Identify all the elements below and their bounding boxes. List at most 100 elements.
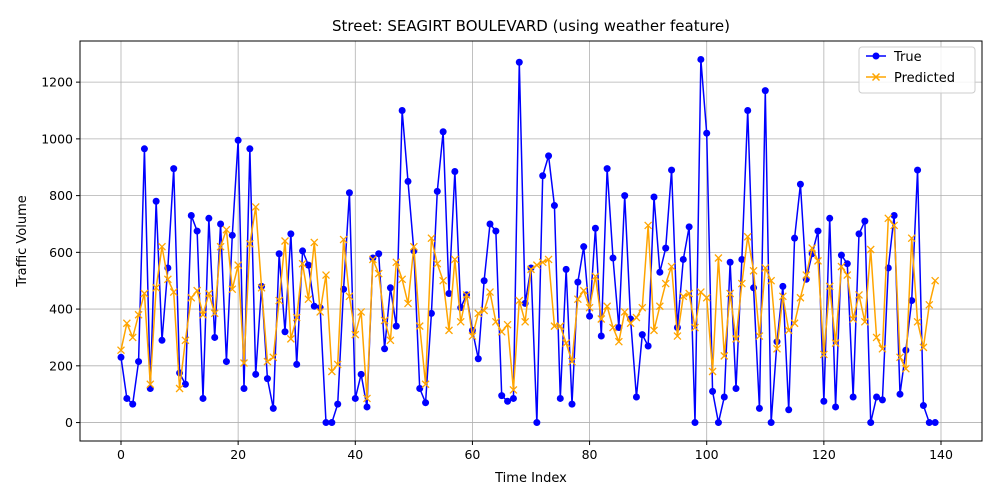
data-point-predicted: [860, 317, 869, 326]
data-point-true: [562, 265, 570, 273]
data-point-predicted: [884, 214, 893, 223]
data-point-predicted: [837, 262, 846, 271]
data-point-predicted: [919, 343, 928, 352]
data-point-true: [504, 397, 512, 405]
x-tick-label: 100: [695, 447, 719, 462]
data-point-true: [304, 261, 312, 269]
y-axis: 0 200 400 600 800 1000 1200: [41, 75, 80, 430]
data-point-true: [310, 302, 318, 310]
data-point-predicted: [486, 288, 494, 297]
data-point-predicted: [825, 282, 834, 291]
data-point-true: [545, 152, 553, 160]
y-tick-label: 800: [49, 188, 73, 203]
data-point-predicted: [245, 239, 254, 248]
data-point-predicted: [544, 255, 553, 264]
data-point-true: [527, 264, 535, 272]
data-point-true: [345, 189, 353, 197]
data-point-true: [445, 289, 453, 297]
data-point-predicted: [644, 221, 653, 230]
data-point-predicted: [210, 309, 219, 318]
data-point-predicted: [316, 307, 325, 316]
data-point-predicted: [474, 309, 483, 318]
data-point-true: [181, 380, 189, 388]
x-tick-label: 120: [812, 447, 836, 462]
data-point-true: [632, 393, 640, 401]
data-point-predicted: [667, 262, 676, 271]
data-point-predicted: [896, 353, 904, 362]
data-point-predicted: [743, 232, 752, 241]
data-point-predicted: [907, 234, 916, 243]
data-point-predicted: [351, 330, 360, 339]
y-tick-label: 400: [49, 302, 73, 317]
data-point-predicted: [767, 276, 776, 285]
data-point-true: [480, 277, 488, 285]
legend-true-label: True: [893, 50, 922, 65]
data-point-true: [398, 107, 406, 115]
data-point-true: [820, 397, 828, 405]
data-point-predicted: [450, 255, 459, 264]
data-point-true: [129, 400, 137, 408]
data-point-true: [902, 346, 910, 354]
data-point-true: [755, 404, 763, 412]
data-point-true: [474, 355, 482, 363]
data-point-true: [252, 370, 260, 378]
data-point-true: [498, 392, 506, 400]
data-point-true: [533, 419, 541, 427]
data-point-predicted: [398, 275, 407, 284]
data-point-predicted: [187, 293, 196, 302]
data-point-true: [738, 255, 746, 263]
data-point-predicted: [808, 244, 817, 253]
data-point-predicted: [480, 306, 489, 315]
data-point-predicted: [538, 258, 547, 267]
data-point-true: [515, 58, 523, 66]
data-point-true: [451, 167, 459, 175]
data-point-true: [433, 187, 441, 195]
data-point-predicted: [468, 332, 477, 340]
data-point-predicted: [515, 296, 524, 305]
data-point-predicted: [216, 242, 225, 251]
data-point-true: [621, 192, 629, 200]
data-point-predicted: [849, 315, 858, 323]
data-point-predicted: [462, 290, 471, 299]
data-point-predicted: [363, 394, 371, 403]
data-point-true: [357, 370, 365, 378]
data-point-true: [404, 177, 412, 185]
data-point-predicted: [632, 313, 641, 322]
data-point-true: [656, 268, 664, 276]
data-point-true: [837, 251, 845, 259]
data-point-true: [603, 165, 611, 173]
data-point-true: [486, 220, 494, 228]
x-axis: 0 20 40 60 80 100 120 140: [117, 441, 953, 462]
data-point-predicted: [708, 367, 717, 376]
data-point-predicted: [843, 271, 852, 280]
data-point-true: [509, 394, 517, 402]
data-point-predicted: [655, 302, 664, 311]
data-point-true: [269, 404, 277, 412]
data-point-true: [574, 278, 582, 286]
data-point-predicted: [755, 332, 764, 340]
data-point-predicted: [281, 237, 289, 245]
data-point-predicted: [193, 286, 202, 295]
data-point-predicted: [872, 333, 881, 342]
data-point-predicted: [222, 225, 231, 234]
data-point-true: [908, 297, 916, 305]
data-point-true: [914, 166, 922, 174]
data-point-predicted: [392, 258, 401, 267]
data-point-true: [744, 107, 752, 115]
data-point-predicted: [152, 283, 161, 292]
data-point-true: [609, 254, 617, 262]
data-point-true: [591, 224, 599, 232]
data-point-predicted: [661, 279, 670, 288]
data-point-predicted: [234, 261, 243, 270]
data-point-predicted: [749, 266, 758, 275]
chart-title: Street: SEAGIRT BOULEVARD (using weather…: [332, 17, 730, 35]
data-point-predicted: [550, 322, 559, 331]
data-point-true: [123, 394, 131, 402]
data-point-predicted: [415, 322, 424, 331]
plot-frame: [79, 40, 983, 442]
data-point-true: [263, 375, 271, 383]
data-point-true: [351, 394, 359, 402]
data-point-true: [679, 255, 687, 263]
grid: [80, 41, 982, 441]
data-point-true: [187, 211, 195, 219]
